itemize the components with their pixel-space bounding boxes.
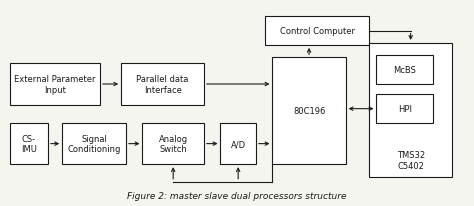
Bar: [143, 123, 204, 164]
Bar: [376, 95, 433, 123]
Bar: [10, 64, 100, 105]
Text: CS-
IMU: CS- IMU: [21, 134, 37, 154]
Text: A/D: A/D: [231, 139, 246, 148]
Text: McBS: McBS: [393, 66, 416, 75]
Bar: [376, 56, 433, 85]
Bar: [220, 123, 256, 164]
Bar: [62, 123, 126, 164]
Text: Figure 2: master slave dual processors structure: Figure 2: master slave dual processors s…: [127, 191, 347, 200]
Bar: [121, 64, 204, 105]
Text: TMS32
C5402: TMS32 C5402: [397, 151, 425, 170]
Text: 80C196: 80C196: [293, 107, 325, 116]
Bar: [10, 123, 48, 164]
Bar: [369, 44, 452, 177]
Text: External Parameter
Input: External Parameter Input: [14, 75, 96, 94]
Bar: [265, 17, 369, 46]
Text: Parallel data
Interface: Parallel data Interface: [137, 75, 189, 94]
Text: HPI: HPI: [398, 105, 412, 114]
Bar: [273, 58, 346, 164]
Text: Signal
Conditioning: Signal Conditioning: [67, 134, 121, 154]
Text: Analog
Switch: Analog Switch: [159, 134, 188, 154]
Text: Control Computer: Control Computer: [280, 27, 355, 36]
